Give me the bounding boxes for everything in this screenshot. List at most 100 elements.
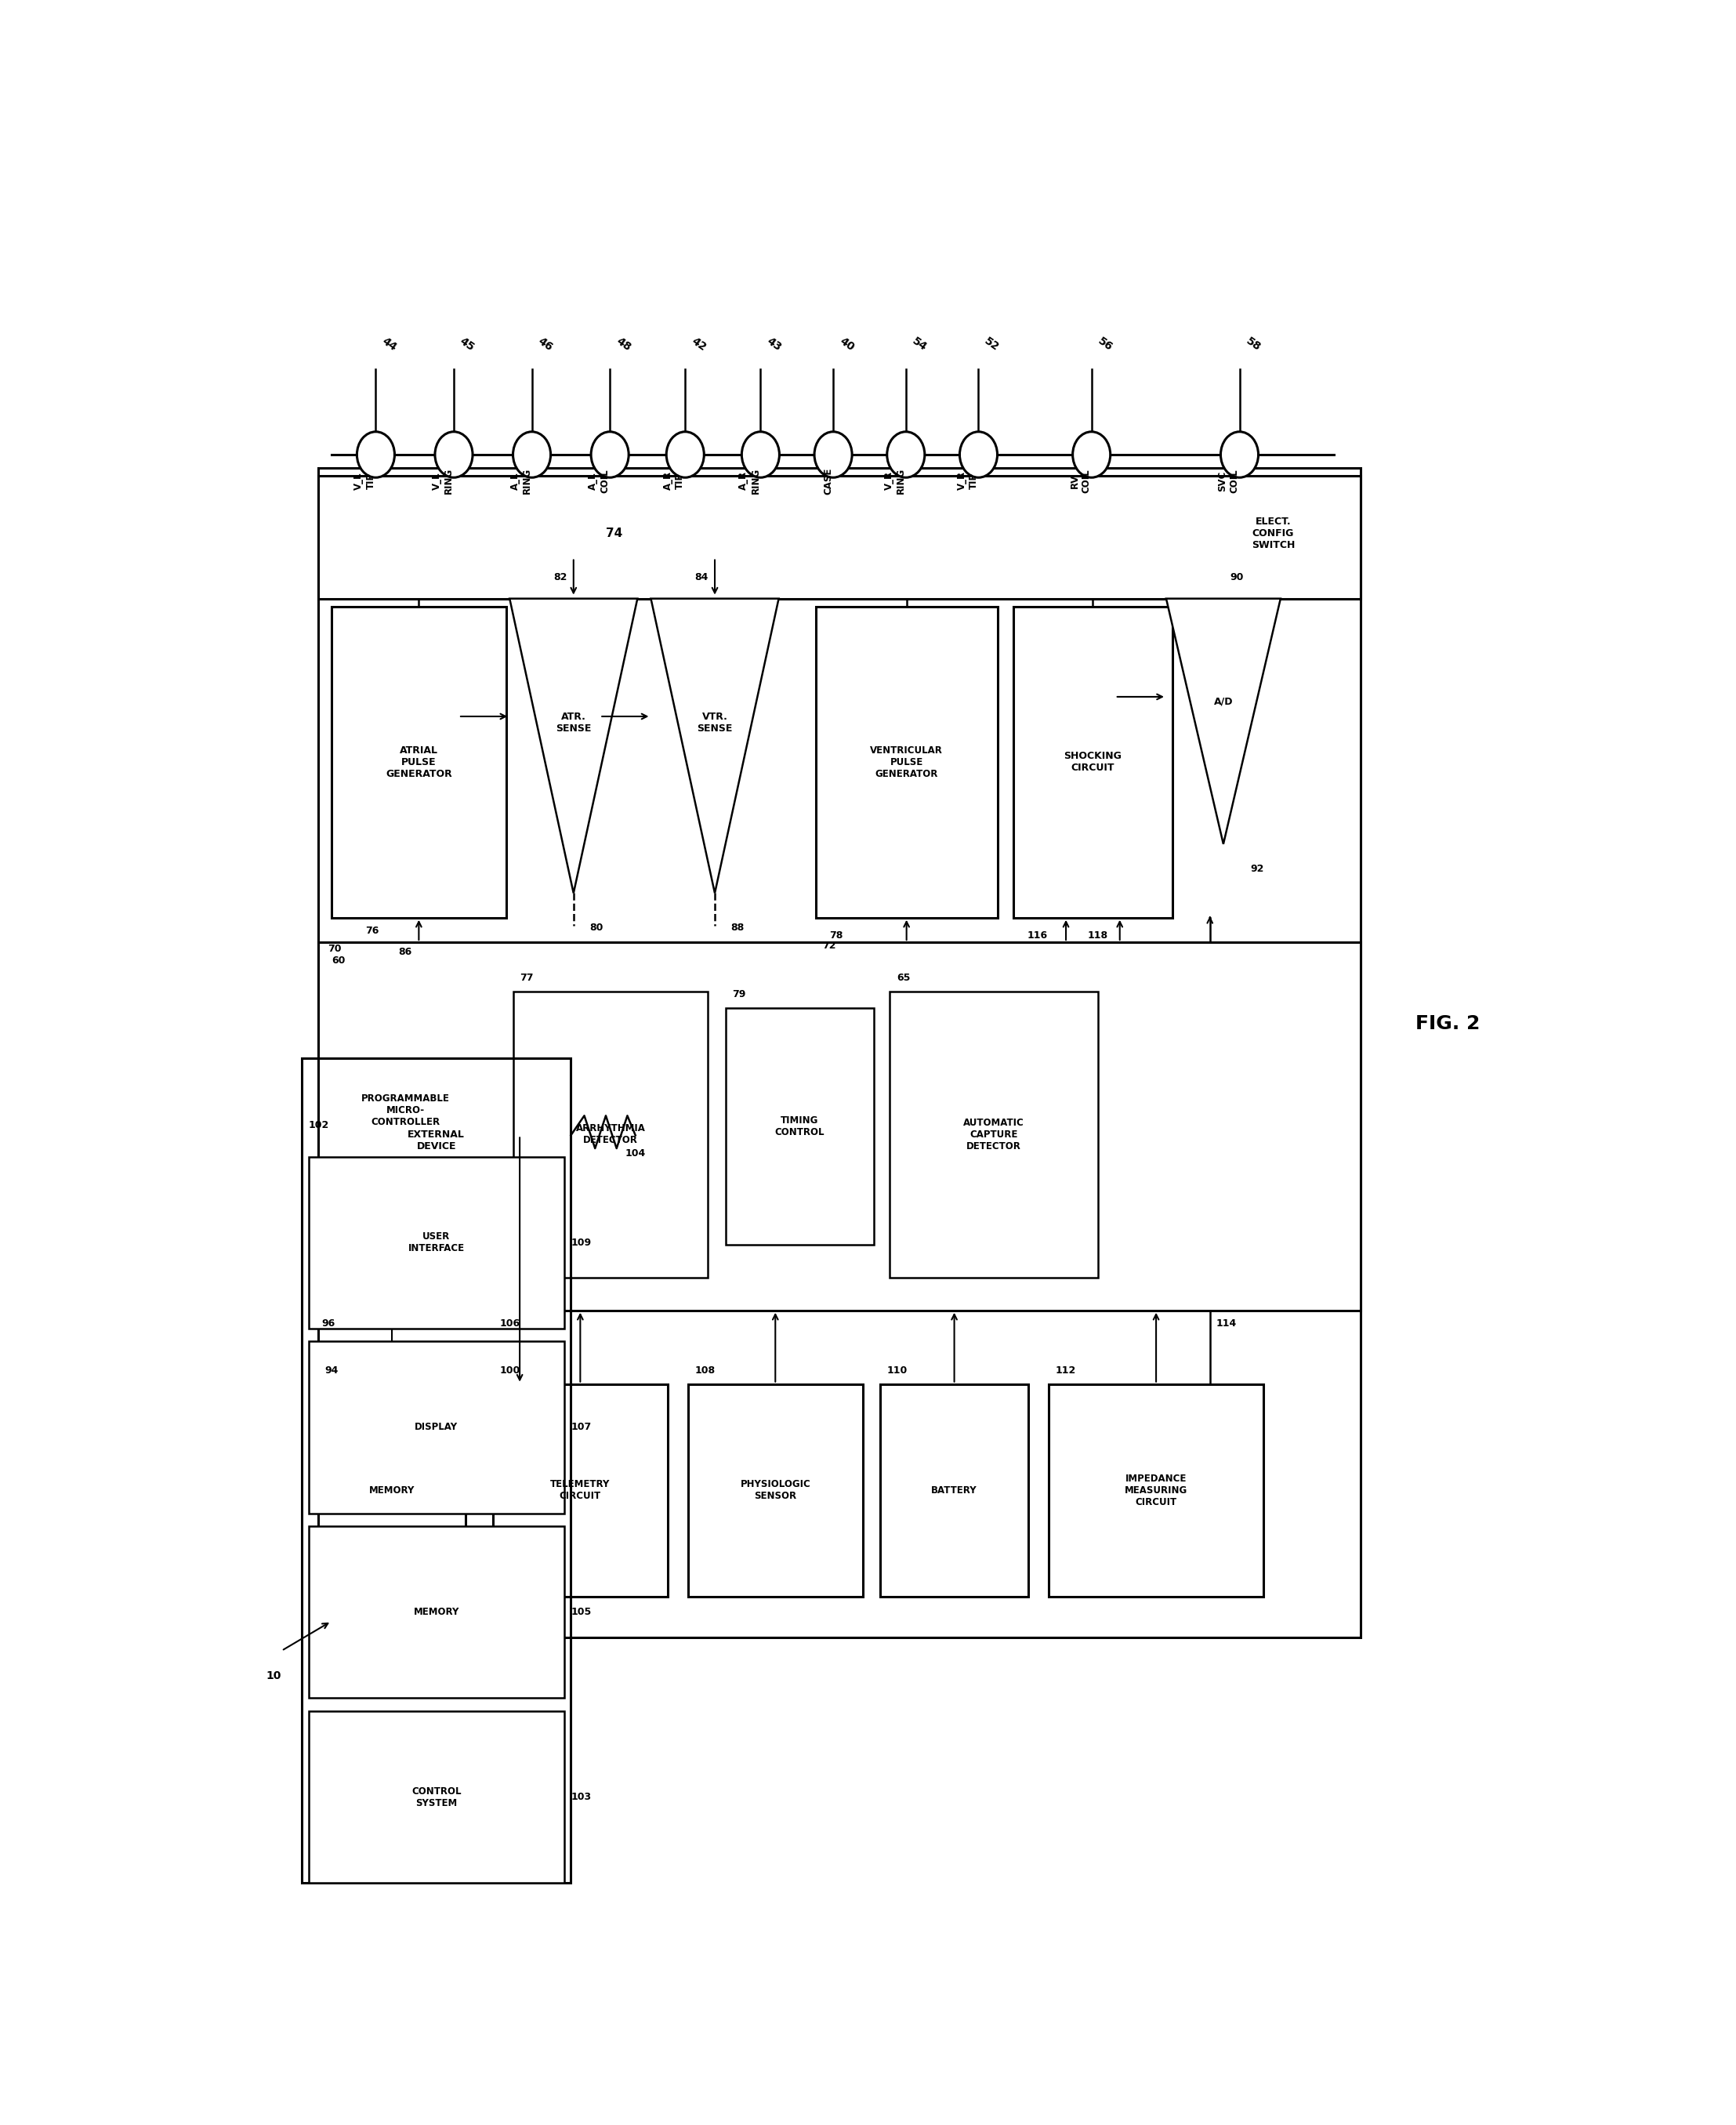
Text: VTR.
SENSE: VTR. SENSE [698, 712, 733, 733]
Text: 43: 43 [764, 336, 783, 353]
Text: ELECT.
CONFIG
SWITCH: ELECT. CONFIG SWITCH [1252, 516, 1295, 550]
Text: 102: 102 [309, 1120, 330, 1131]
Text: 52: 52 [983, 336, 1002, 353]
Text: 79: 79 [733, 990, 746, 999]
Text: 105: 105 [571, 1607, 592, 1617]
Text: V_R
RING: V_R RING [884, 468, 906, 493]
Text: USER
INTERFACE: USER INTERFACE [408, 1232, 465, 1254]
Text: 96: 96 [321, 1318, 335, 1328]
Text: 54: 54 [910, 336, 929, 353]
Text: 46: 46 [536, 336, 554, 353]
Text: V_L
RING: V_L RING [432, 468, 453, 493]
Bar [880, 1383, 1028, 1596]
Polygon shape [651, 599, 779, 892]
Text: 86: 86 [399, 948, 411, 958]
Circle shape [1220, 431, 1259, 478]
Text: 80: 80 [590, 922, 604, 933]
Text: 58: 58 [1243, 336, 1262, 353]
Bar [514, 990, 708, 1277]
Text: TELEMETRY
CIRCUIT: TELEMETRY CIRCUIT [550, 1479, 609, 1502]
Text: 92: 92 [1250, 863, 1264, 873]
Text: MEMORY: MEMORY [413, 1607, 460, 1617]
Text: SVC
COIL: SVC COIL [1217, 470, 1240, 493]
Text: 65: 65 [896, 973, 910, 984]
Bar [726, 1007, 873, 1245]
Bar [309, 1341, 564, 1513]
Text: 76: 76 [365, 927, 378, 935]
Polygon shape [1167, 599, 1281, 844]
Text: 77: 77 [519, 973, 533, 984]
Text: 40: 40 [837, 336, 856, 353]
Text: 84: 84 [694, 572, 708, 582]
Text: A_R
RING: A_R RING [738, 468, 760, 493]
Text: SHOCKING
CIRCUIT: SHOCKING CIRCUIT [1064, 752, 1121, 774]
Bar [318, 476, 1361, 1638]
Bar [816, 608, 998, 918]
Circle shape [814, 431, 852, 478]
Circle shape [590, 431, 628, 478]
Bar [1014, 608, 1172, 918]
Text: 44: 44 [380, 336, 399, 353]
Bar [318, 468, 1361, 599]
Bar [493, 1383, 668, 1596]
Text: 118: 118 [1087, 931, 1108, 941]
Text: 42: 42 [689, 336, 708, 353]
Bar [309, 1711, 564, 1883]
Text: ARRHYTHMIA
DETECTOR: ARRHYTHMIA DETECTOR [576, 1124, 646, 1145]
Text: 74: 74 [606, 527, 621, 540]
Text: 103: 103 [571, 1791, 592, 1802]
Text: 78: 78 [830, 931, 842, 941]
Text: A/D: A/D [1213, 697, 1233, 708]
Text: 107: 107 [571, 1422, 592, 1432]
Circle shape [436, 431, 472, 478]
Text: ATRIAL
PULSE
GENERATOR: ATRIAL PULSE GENERATOR [385, 746, 451, 780]
Circle shape [741, 431, 779, 478]
Bar [332, 608, 507, 918]
Text: 72: 72 [823, 941, 837, 950]
Text: 10: 10 [266, 1670, 281, 1681]
Text: A_R
TIP: A_R TIP [663, 472, 686, 491]
Bar [302, 1058, 571, 1883]
Circle shape [514, 431, 550, 478]
Text: 104: 104 [625, 1148, 646, 1158]
Bar [687, 1383, 863, 1596]
Bar [309, 1526, 564, 1698]
Text: 45: 45 [458, 336, 477, 353]
Text: 88: 88 [731, 922, 745, 933]
Text: CONTROL
SYSTEM: CONTROL SYSTEM [411, 1787, 462, 1808]
Text: 90: 90 [1231, 572, 1243, 582]
Text: MEMORY: MEMORY [370, 1485, 415, 1496]
Bar [318, 1383, 465, 1596]
Circle shape [667, 431, 705, 478]
Polygon shape [510, 599, 637, 892]
Text: 82: 82 [554, 572, 566, 582]
Bar [889, 990, 1099, 1277]
Text: EXTERNAL
DEVICE: EXTERNAL DEVICE [408, 1131, 465, 1152]
Circle shape [960, 431, 996, 478]
Text: 48: 48 [615, 336, 632, 353]
Text: A_L
RING: A_L RING [510, 468, 531, 493]
Text: FIG. 2: FIG. 2 [1417, 1014, 1481, 1033]
Circle shape [358, 431, 394, 478]
Text: 109: 109 [571, 1237, 592, 1247]
Text: BATTERY: BATTERY [930, 1485, 977, 1496]
Text: PROGRAMMABLE
MICRO-
CONTROLLER: PROGRAMMABLE MICRO- CONTROLLER [361, 1092, 450, 1126]
Text: 110: 110 [887, 1366, 908, 1375]
Text: AUTOMATIC
CAPTURE
DETECTOR: AUTOMATIC CAPTURE DETECTOR [963, 1118, 1024, 1152]
Text: VENTRICULAR
PULSE
GENERATOR: VENTRICULAR PULSE GENERATOR [870, 746, 943, 780]
Text: V_R
TIP: V_R TIP [957, 472, 979, 491]
Bar [318, 941, 1361, 1311]
Text: 100: 100 [500, 1366, 521, 1375]
Text: 112: 112 [1055, 1366, 1076, 1375]
Circle shape [887, 431, 925, 478]
Text: TIMING
CONTROL: TIMING CONTROL [774, 1116, 825, 1137]
Text: DISPLAY: DISPLAY [415, 1422, 458, 1432]
Text: V_L
TIP: V_L TIP [354, 472, 375, 489]
Text: 94: 94 [325, 1366, 339, 1375]
Text: 70: 70 [328, 944, 340, 954]
Text: CASE: CASE [823, 468, 833, 495]
Bar [1049, 1383, 1264, 1596]
Text: PHYSIOLOGIC
SENSOR: PHYSIOLOGIC SENSOR [740, 1479, 811, 1502]
Text: RV
COIL: RV COIL [1069, 470, 1092, 493]
Text: 56: 56 [1095, 336, 1115, 353]
